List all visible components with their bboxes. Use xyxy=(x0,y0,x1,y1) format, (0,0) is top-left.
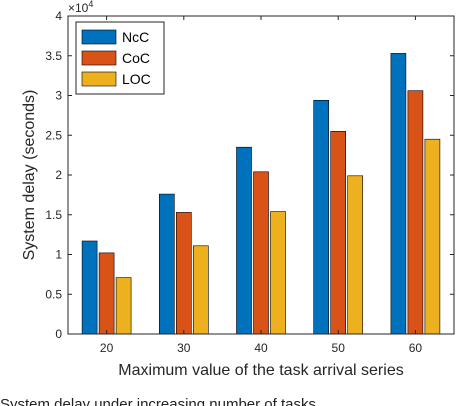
bar-coc-60 xyxy=(407,90,424,335)
y-ticks-group: 0 0.5 1 1.5 2 2.5 3 3.5 4 xyxy=(45,9,454,341)
y-tick-label: 2.5 xyxy=(45,128,62,142)
bar-chart: 00.511.522.533.54 20 30 40 50 60 ×104 System… xyxy=(21,0,455,379)
bar-coc-40 xyxy=(253,171,269,335)
legend-swatch-ncc xyxy=(81,29,117,45)
x-ticks-group: 20 30 40 50 60 xyxy=(100,16,422,355)
x-tick-label: 30 xyxy=(177,341,191,355)
y-tick-label: 2 xyxy=(55,168,62,182)
y-multiplier-label: ×104 xyxy=(68,0,93,15)
legend-label-ncc: NcC xyxy=(122,29,149,45)
legend-label-loc: LOC xyxy=(122,71,151,87)
bar-loc-40 xyxy=(270,211,286,335)
y-tick-label: 1 xyxy=(55,248,62,262)
bar-loc-60 xyxy=(424,138,441,335)
legend-swatch-loc xyxy=(81,71,117,87)
y-tick-label: 0.5 xyxy=(45,287,62,301)
y-multiplier-base: ×10 xyxy=(68,1,89,15)
y-axis-label: System delay (seconds) xyxy=(21,90,38,261)
bar-ncc-30 xyxy=(159,193,175,335)
bar-loc-50 xyxy=(347,175,364,335)
legend-label-coc: CoC xyxy=(122,50,150,66)
legend: NcC CoC LOC xyxy=(75,21,165,95)
bar-ncc-50 xyxy=(313,100,330,335)
y-tick-label: 3 xyxy=(55,89,62,103)
x-tick-label: 50 xyxy=(332,341,346,355)
x-tick-label: 40 xyxy=(254,341,268,355)
legend-swatch-coc xyxy=(81,50,117,66)
y-tick-label: 3.5 xyxy=(45,49,62,63)
bar-coc-50 xyxy=(330,131,347,335)
bar-coc-20 xyxy=(98,252,115,335)
bar-loc-20 xyxy=(115,277,132,335)
bars-group xyxy=(81,53,441,335)
bar-loc-30 xyxy=(193,245,209,335)
y-tick-label: 0 xyxy=(55,327,62,341)
bar-ncc-20 xyxy=(81,240,98,335)
x-axis-label: Maximum value of the task arrival series xyxy=(118,362,403,379)
bar-ncc-40 xyxy=(236,146,252,335)
y-tick-label: 1.5 xyxy=(45,208,62,222)
y-multiplier-exponent: 4 xyxy=(88,0,93,9)
bar-coc-30 xyxy=(176,212,192,335)
x-tick-label: 60 xyxy=(409,341,423,355)
bar-ncc-60 xyxy=(390,53,407,335)
x-tick-label: 20 xyxy=(100,341,114,355)
y-tick-label: 4 xyxy=(55,9,62,23)
figure-caption: System delay under increasing number of … xyxy=(0,396,316,406)
plot-frame xyxy=(67,15,455,335)
